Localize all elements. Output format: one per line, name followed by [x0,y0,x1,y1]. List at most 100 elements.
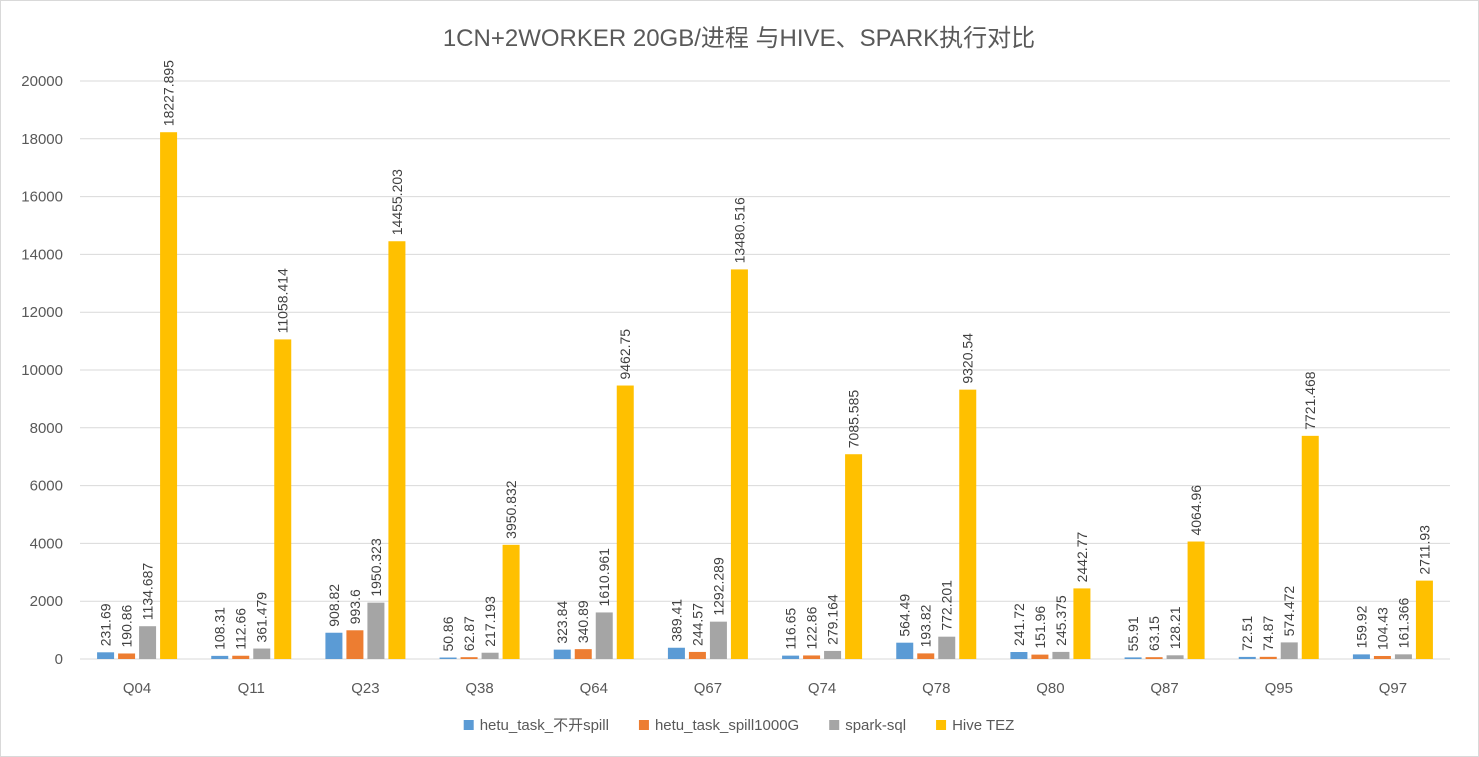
bar [139,626,157,659]
data-label: 159.92 [1353,605,1369,648]
y-tick-label: 4000 [30,535,63,552]
data-label: 4064.96 [1188,485,1204,536]
x-tick-label: Q23 [351,680,379,697]
x-tick-label: Q80 [1036,680,1064,697]
bar [1394,654,1412,659]
data-label: 74.87 [1260,616,1276,651]
data-label: 50.86 [440,616,456,651]
data-label: 161.366 [1395,598,1411,649]
bar [709,621,727,659]
data-label: 2711.93 [1416,525,1432,575]
bar [1373,655,1391,659]
bar [439,657,457,659]
bar [1301,435,1319,659]
data-label: 574.472 [1281,586,1297,637]
bar [803,655,821,659]
bars [97,132,1433,659]
x-tick-label: Q95 [1265,680,1293,697]
data-label: 14455.203 [389,169,405,235]
data-label: 361.479 [254,592,270,643]
data-label: 190.86 [119,604,135,647]
legend-label: hetu_task_spill1000G [655,717,799,734]
legend-label: spark-sql [845,717,906,734]
data-label: 1950.323 [368,538,384,597]
data-label: 993.6 [347,589,363,624]
y-tick-label: 8000 [30,420,63,437]
y-tick-label: 10000 [21,362,63,379]
bar [232,655,250,659]
bar [367,602,385,659]
data-label: 9320.54 [960,333,976,384]
data-label: 55.91 [1125,616,1141,651]
data-label: 217.193 [482,596,498,647]
bar [845,454,863,659]
data-label: 112.66 [233,608,249,650]
data-label: 279.164 [825,594,841,645]
bar [1238,656,1256,659]
bar [616,385,634,659]
data-label: 108.31 [212,607,228,650]
data-label: 7085.585 [846,390,862,449]
bar [959,389,977,659]
bar [896,642,914,659]
bar [1187,541,1205,659]
bar [274,339,292,659]
bar [1145,657,1163,659]
bar [325,632,343,659]
data-label: 104.43 [1374,607,1390,650]
data-label: 193.82 [918,604,934,647]
y-axis: 0 2000 4000 6000 8000 10000 12000 14000 16000 180… [21,73,63,668]
y-tick-label: 16000 [21,189,63,206]
legend-swatch [829,720,840,730]
x-axis: Q04 Q11 Q23 Q38 Q64 Q67 Q74 Q78 Q80 Q87 Q95 Q97 [123,680,1407,697]
data-label: 323.84 [554,601,570,644]
bar [460,657,478,659]
legend-swatch [638,720,649,730]
legend: hetu_task_不开spill hetu_task_spill1000G spa… [463,717,1014,734]
x-tick-label: Q38 [465,680,493,697]
bar [1052,651,1070,659]
bar [1280,642,1298,659]
bar [211,655,229,659]
bar [667,647,685,659]
bar [253,648,271,659]
bar [1073,588,1091,659]
y-tick-label: 18000 [21,131,63,148]
bar [917,653,935,659]
data-label: 18227.895 [161,60,177,126]
bar [160,132,178,659]
bar [938,636,956,659]
x-tick-label: Q67 [694,680,722,697]
data-label: 908.82 [326,584,342,627]
data-label: 3950.832 [503,480,519,539]
bar [553,649,571,659]
data-label: 116.65 [783,608,799,650]
bar [97,652,115,659]
bar [688,651,706,659]
bar [388,241,406,659]
data-label: 9462.75 [617,329,633,380]
data-label: 245.375 [1053,595,1069,646]
x-tick-label: Q87 [1150,680,1178,697]
data-label: 128.21 [1167,606,1183,649]
y-tick-label: 2000 [30,593,63,610]
legend-swatch [936,720,947,730]
data-label: 1610.961 [596,548,612,607]
y-tick-label: 20000 [21,73,63,90]
y-tick-label: 6000 [30,478,63,495]
bar [1031,654,1049,659]
x-tick-label: Q78 [922,680,950,697]
bar [1259,656,1277,659]
bar [1010,652,1028,659]
bar [502,544,520,659]
bar [1415,580,1433,659]
x-tick-label: Q64 [580,680,608,697]
data-label: 151.96 [1032,606,1048,649]
bar [574,649,592,659]
data-label: 62.87 [461,616,477,651]
data-label: 564.49 [897,594,913,637]
bar [481,652,499,659]
data-label: 63.15 [1146,616,1162,651]
data-label: 122.86 [804,606,820,649]
